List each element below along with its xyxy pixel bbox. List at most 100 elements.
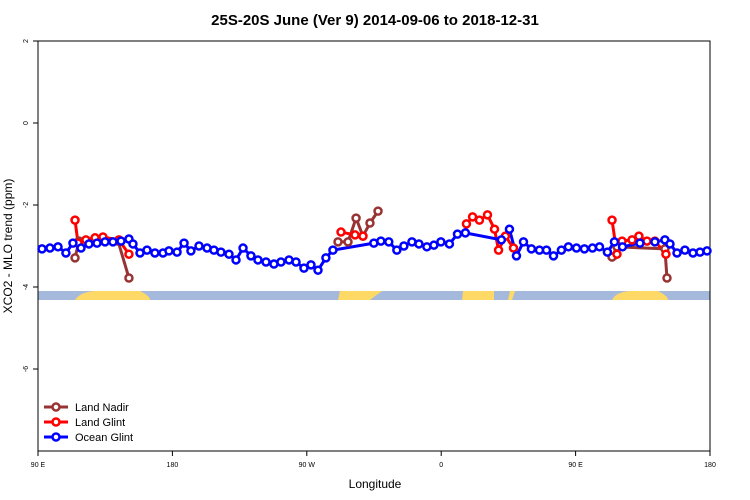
map-strip xyxy=(38,291,710,300)
point xyxy=(627,235,637,245)
point xyxy=(299,263,309,273)
point xyxy=(680,245,690,255)
point xyxy=(194,241,204,251)
point xyxy=(373,206,383,216)
point xyxy=(37,244,47,254)
point xyxy=(563,242,574,252)
point xyxy=(376,236,386,246)
x-tick-label: 90 W xyxy=(299,462,316,469)
y-axis-label: XCO2 - MLO trend (ppm) xyxy=(1,179,15,314)
point xyxy=(493,245,504,255)
point xyxy=(594,242,605,252)
point xyxy=(452,229,463,239)
land-patch xyxy=(338,291,382,300)
point xyxy=(128,239,138,249)
point xyxy=(399,241,409,251)
point xyxy=(351,213,361,223)
point xyxy=(186,246,196,256)
legend-label: Ocean Glint xyxy=(75,432,133,444)
point xyxy=(179,238,189,248)
point xyxy=(662,273,672,283)
chart-title: 25S-20S June (Ver 9) 2014-09-06 to 2018-… xyxy=(211,12,539,29)
point xyxy=(124,249,134,259)
point xyxy=(142,245,152,255)
point xyxy=(70,253,80,263)
point xyxy=(68,238,78,248)
point xyxy=(45,243,55,253)
point xyxy=(350,230,360,240)
point xyxy=(607,215,617,225)
point xyxy=(541,245,552,255)
point xyxy=(436,237,446,247)
x-tick-label: 180 xyxy=(704,462,716,469)
point xyxy=(84,239,94,249)
y-tick-label: -2 xyxy=(23,202,30,208)
point xyxy=(358,231,368,241)
point xyxy=(92,238,102,248)
legend-marker xyxy=(51,417,61,427)
point xyxy=(474,215,485,225)
point xyxy=(612,249,622,259)
point xyxy=(461,219,472,229)
y-tick-label: 0 xyxy=(23,121,30,125)
point xyxy=(321,253,331,263)
point xyxy=(238,243,248,253)
point xyxy=(414,239,424,249)
y-tick-label: -6 xyxy=(23,366,30,372)
point xyxy=(172,247,182,257)
point xyxy=(392,245,402,255)
legend-marker xyxy=(51,432,61,442)
legend-marker xyxy=(51,402,61,412)
x-tick-label: 0 xyxy=(439,462,443,469)
point xyxy=(460,228,471,238)
point xyxy=(313,265,323,275)
point xyxy=(76,243,86,253)
point xyxy=(579,244,590,254)
point xyxy=(53,242,63,252)
land-patch xyxy=(75,291,150,300)
point xyxy=(306,260,316,270)
point xyxy=(504,224,515,234)
point xyxy=(444,239,455,249)
point xyxy=(276,257,286,267)
point xyxy=(617,242,628,252)
x-tick-label: 180 xyxy=(167,462,179,469)
point xyxy=(571,243,582,253)
plot-frame xyxy=(37,40,711,452)
point xyxy=(291,257,301,267)
point xyxy=(672,248,682,258)
point xyxy=(246,251,256,261)
point xyxy=(343,237,353,247)
point xyxy=(336,227,346,237)
point xyxy=(224,249,234,259)
point xyxy=(635,238,645,248)
point xyxy=(333,237,343,247)
land-patch xyxy=(612,291,668,300)
point xyxy=(261,257,271,267)
point xyxy=(253,255,263,265)
point xyxy=(702,246,712,256)
point xyxy=(384,237,394,247)
point xyxy=(164,246,174,256)
point xyxy=(100,237,110,247)
point xyxy=(489,224,500,234)
point xyxy=(602,247,613,257)
y-tick-label: -4 xyxy=(23,284,30,290)
point xyxy=(328,245,338,255)
point xyxy=(511,251,522,261)
point xyxy=(116,236,126,246)
x-tick-label: 90 E xyxy=(31,462,46,469)
point xyxy=(429,240,439,250)
point xyxy=(61,248,71,258)
point xyxy=(526,244,537,254)
point xyxy=(365,218,375,228)
land-patch xyxy=(508,291,515,300)
x-axis-label: Longitude xyxy=(349,477,402,491)
point xyxy=(231,255,241,265)
point xyxy=(508,243,519,253)
point xyxy=(124,273,134,283)
land-patch xyxy=(462,291,494,300)
point xyxy=(70,215,80,225)
point xyxy=(548,251,559,261)
